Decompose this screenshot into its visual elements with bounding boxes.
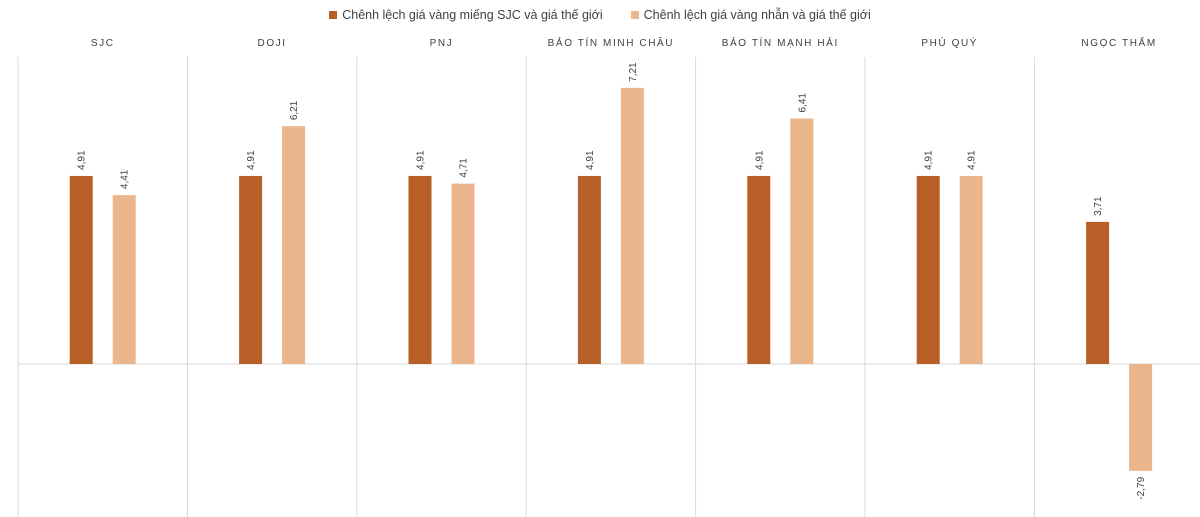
data-label-series2: 4,91 [967, 150, 978, 170]
legend: Chênh lệch giá vàng miếng SJC và giá thế… [0, 8, 1200, 22]
legend-item-series1: Chênh lệch giá vàng miếng SJC và giá thế… [329, 8, 603, 22]
bar-series2 [1129, 364, 1153, 471]
bar-series2 [959, 175, 983, 364]
bar-series2 [790, 118, 814, 364]
data-label-series1: 4,91 [416, 150, 427, 170]
legend-label-series1: Chênh lệch giá vàng miếng SJC và giá thế… [342, 8, 603, 22]
bar-series1 [916, 175, 940, 364]
category-label: PHÚ QUÝ [921, 36, 978, 49]
data-label-series1: 4,91 [754, 150, 765, 170]
data-label-series2: 6,21 [289, 100, 300, 120]
bar-series1 [577, 175, 601, 364]
data-label-series2: 7,21 [628, 62, 639, 82]
category-label: BẢO TÍN MẠNH HẢI [722, 36, 839, 49]
data-label-series2: 4,41 [120, 169, 131, 189]
bar-series1 [69, 175, 93, 364]
category-label: SJC [91, 38, 115, 49]
bar-series1 [239, 175, 263, 364]
bar-series2 [112, 195, 136, 364]
bar-series2 [620, 87, 644, 365]
category-label: BẢO TÍN MINH CHÂU [548, 36, 674, 49]
data-label-series1: 4,91 [77, 150, 88, 170]
legend-label-series2: Chênh lệch giá vàng nhẫn và giá thế giới [643, 8, 871, 22]
legend-swatch-series1 [329, 11, 338, 19]
bar-series1 [1086, 221, 1110, 364]
legend-swatch-series2 [630, 11, 639, 19]
bar-series2 [451, 183, 475, 364]
legend-item-series2: Chênh lệch giá vàng nhẫn và giá thế giới [630, 8, 871, 22]
data-label-series2: -2,79 [1136, 476, 1147, 499]
data-label-series2: 6,41 [797, 93, 808, 113]
bar-series2 [282, 126, 306, 364]
category-label: NGỌC THẨM [1081, 36, 1156, 49]
category-label: PNJ [430, 38, 454, 49]
data-label-series1: 3,71 [1093, 196, 1104, 216]
data-label-series1: 4,91 [924, 150, 935, 170]
bar-series1 [747, 175, 771, 364]
data-label-series2: 4,71 [459, 158, 470, 178]
bar-series1 [408, 175, 432, 364]
data-label-series1: 4,91 [246, 150, 257, 170]
category-label: DOJI [258, 38, 287, 49]
data-label-series1: 4,91 [585, 150, 596, 170]
